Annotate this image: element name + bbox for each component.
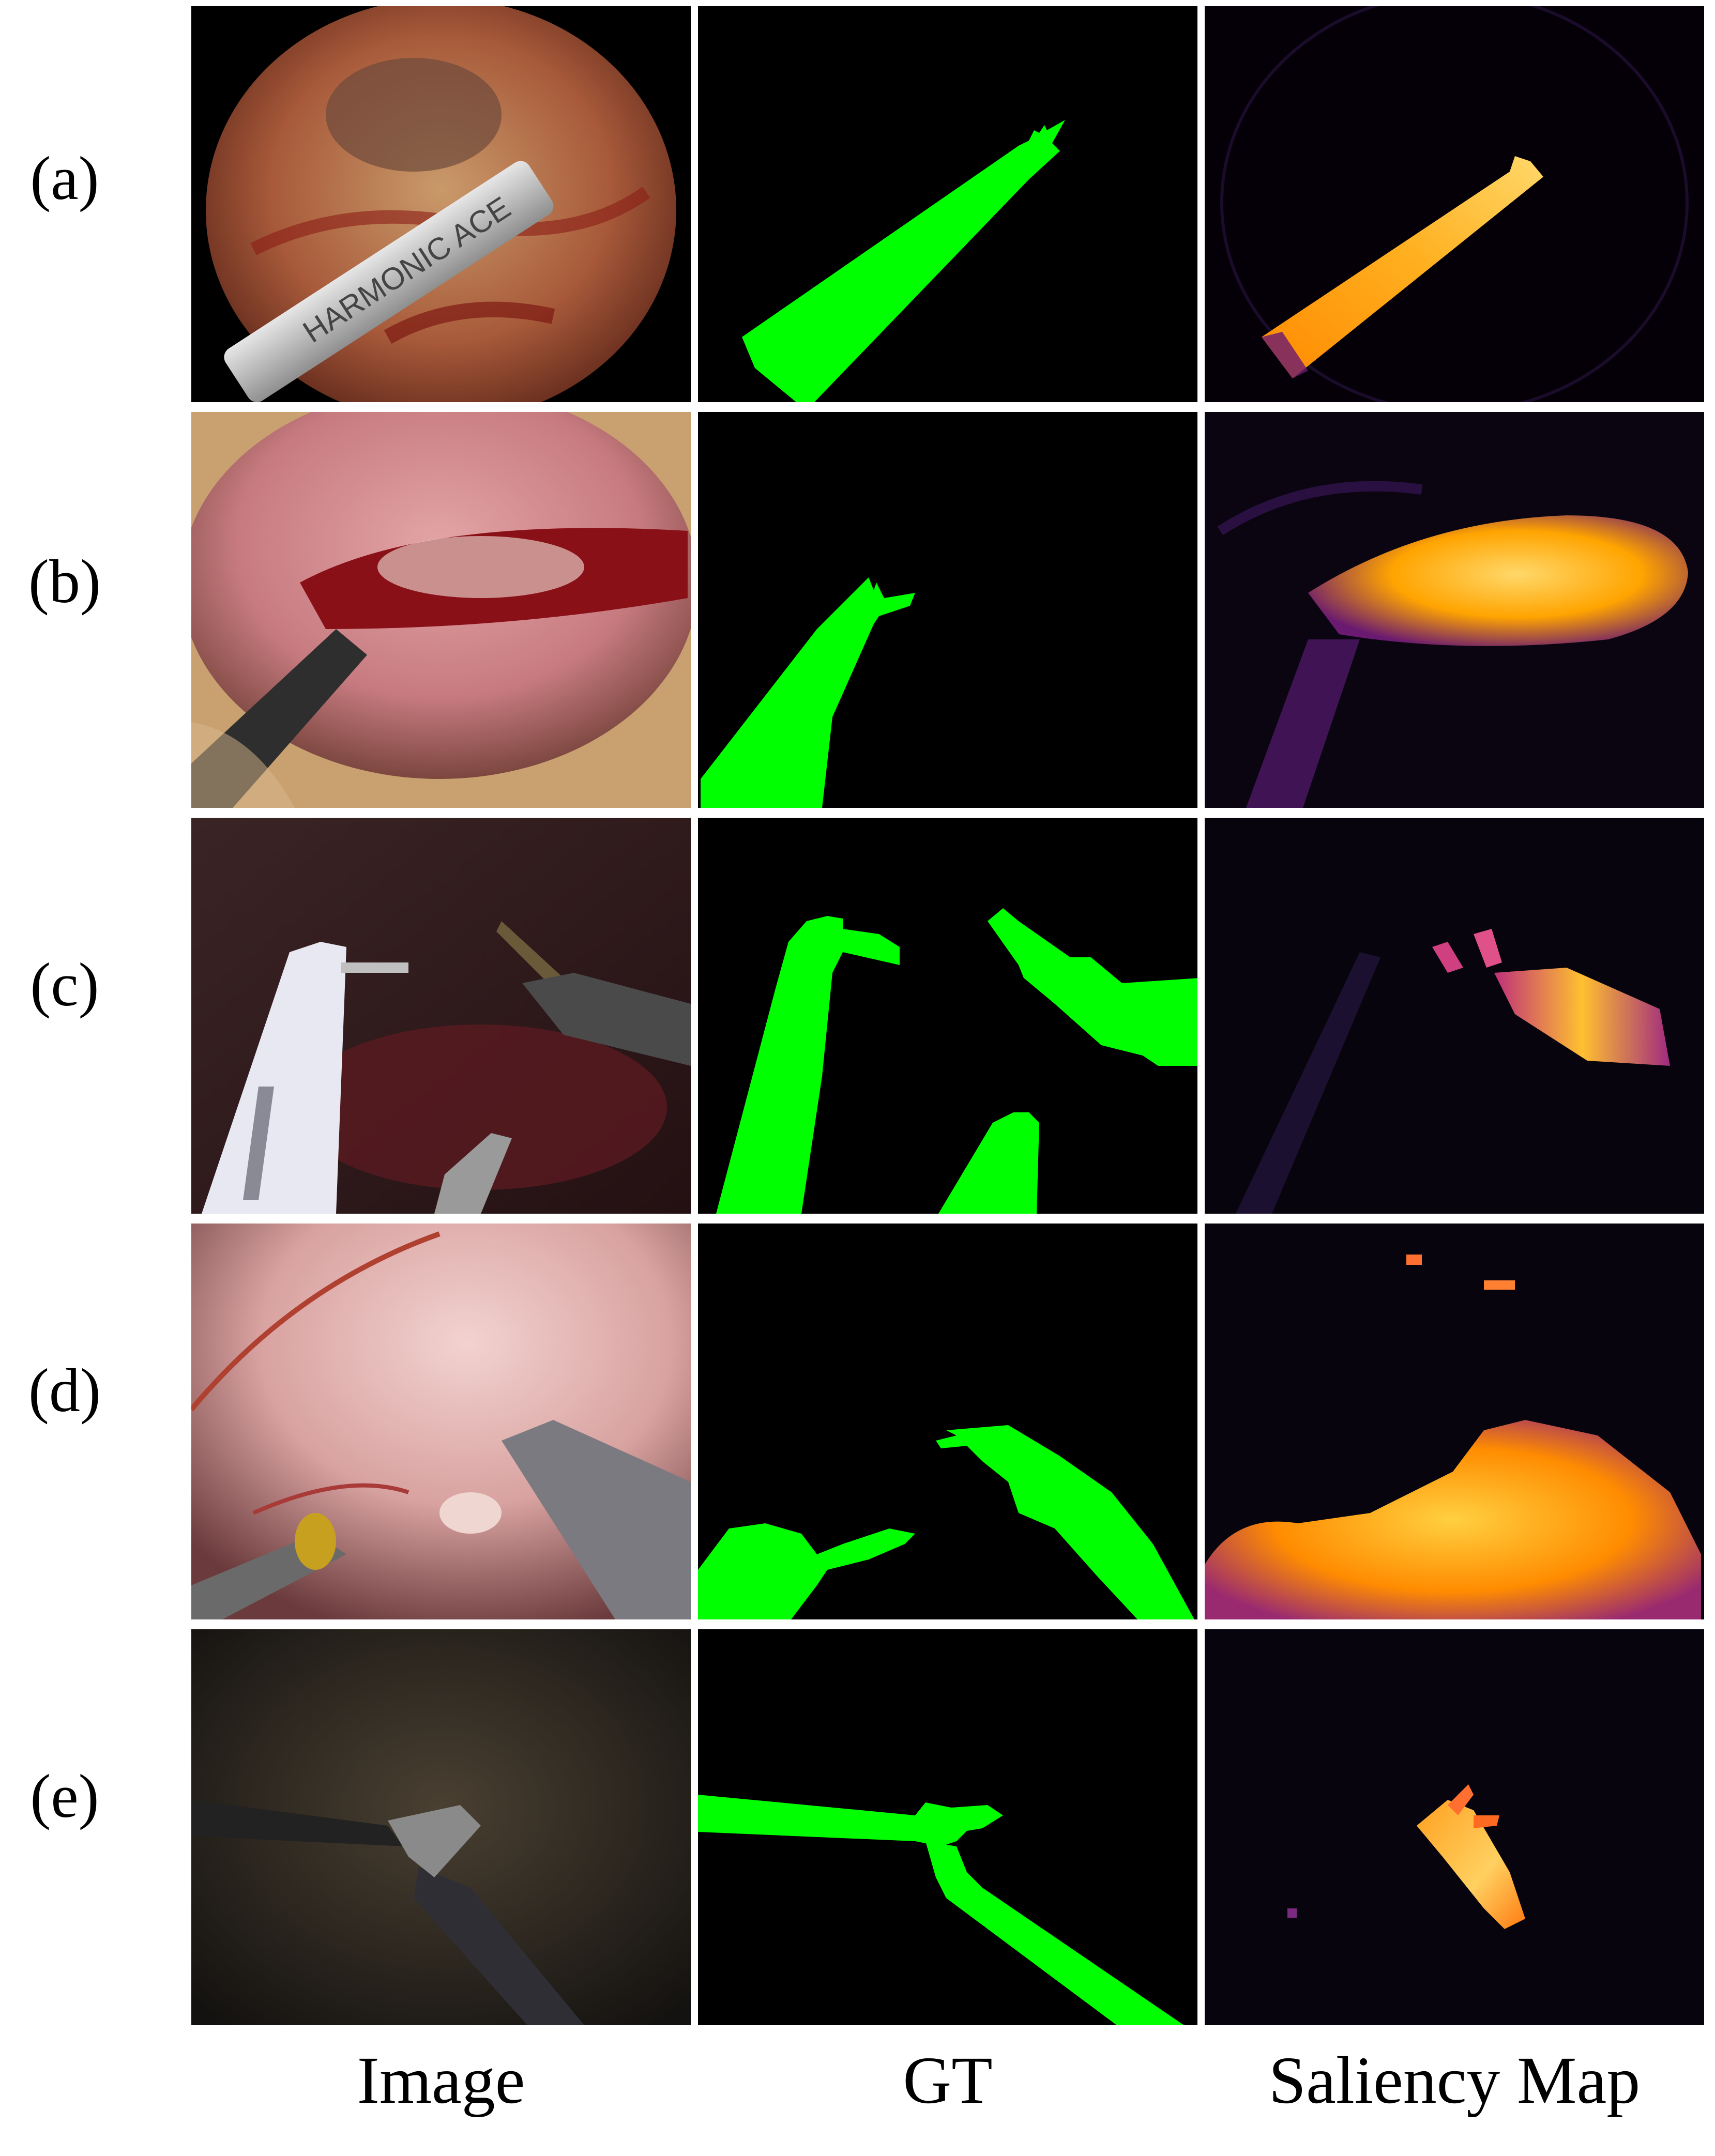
- saliency-a: [1205, 6, 1704, 402]
- column-label-gt: GT: [903, 2043, 993, 2118]
- image-d: [191, 1224, 691, 1619]
- gt-mask-e: [698, 1629, 1197, 2025]
- column-label-image: Image: [357, 2043, 525, 2118]
- gt-mask-b: [698, 412, 1197, 808]
- gt-mask-a: [698, 6, 1197, 402]
- saliency-c: [1205, 818, 1704, 1214]
- image-c: [191, 818, 691, 1214]
- saliency-e: [1205, 1629, 1704, 2025]
- row-label-c: (c): [30, 950, 99, 1019]
- column-label-saliency-map: Saliency Map: [1268, 2043, 1641, 2118]
- gt-mask-d: [698, 1224, 1197, 1619]
- row-label-a: (a): [30, 144, 99, 212]
- saliency-d: [1205, 1224, 1704, 1619]
- row-label-b: (b): [28, 547, 101, 616]
- row-label-d: (d): [28, 1356, 101, 1425]
- image-e: [191, 1629, 691, 2025]
- image-a: HARMONIC ACE: [191, 6, 691, 402]
- image-b: [191, 412, 691, 808]
- row-label-e: (e): [30, 1762, 99, 1830]
- gt-mask-c: [698, 818, 1197, 1214]
- saliency-b: [1205, 412, 1704, 808]
